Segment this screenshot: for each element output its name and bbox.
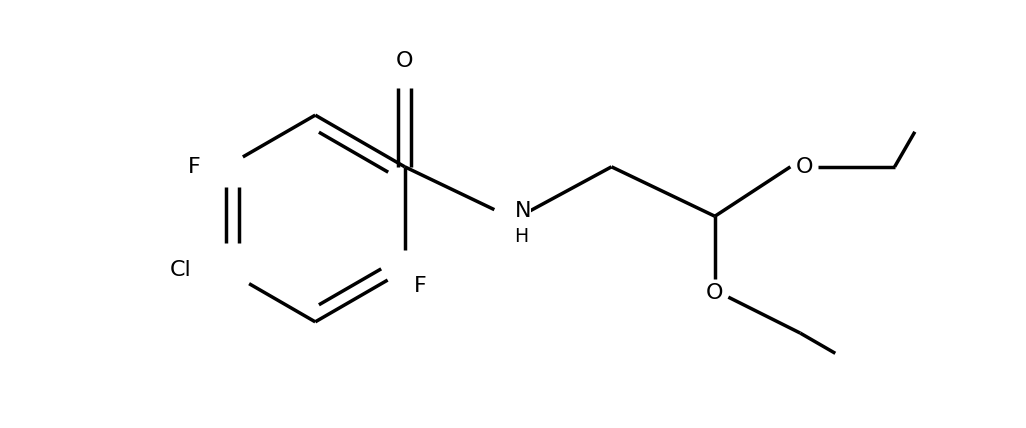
- Text: O: O: [796, 157, 814, 177]
- Text: N: N: [514, 201, 530, 221]
- Text: O: O: [396, 51, 413, 71]
- Text: F: F: [413, 276, 427, 296]
- Text: Cl: Cl: [170, 260, 192, 280]
- Text: O: O: [706, 282, 723, 303]
- Text: F: F: [188, 157, 200, 177]
- Text: H: H: [514, 226, 528, 246]
